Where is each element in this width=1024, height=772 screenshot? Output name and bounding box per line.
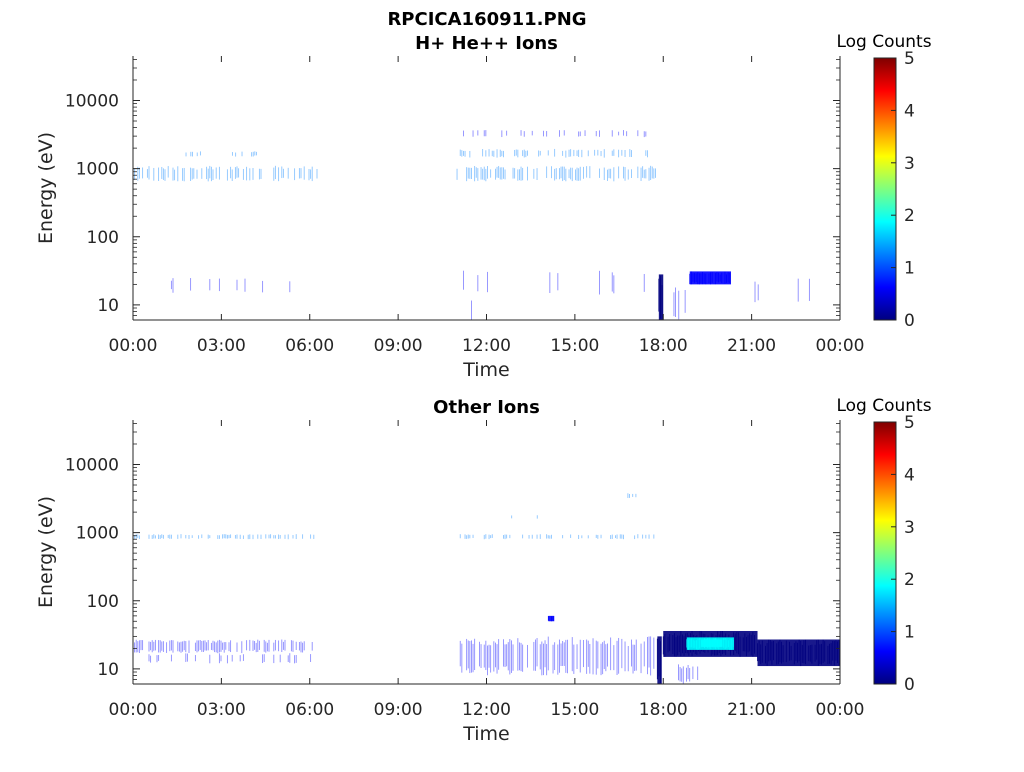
colorbar-label: Log Counts: [836, 32, 931, 52]
y-tick-label: 10: [97, 296, 119, 316]
spectrogram-region: [132, 639, 313, 654]
spectrogram-region: [689, 271, 732, 285]
colorbar-tick-label: 3: [904, 154, 915, 174]
colorbar-tick-label: 0: [904, 311, 915, 331]
spectrogram-region: [656, 636, 662, 684]
spectrogram-data: [132, 493, 840, 684]
panel-other-ions: Other Ions 00:00 03:00 06:00 09:00 12:00 15:00…: [35, 396, 932, 745]
spectrogram-region: [678, 664, 699, 684]
x-tick-label: 00:00: [109, 700, 158, 720]
x-tick-label: 00:00: [816, 700, 865, 720]
x-tick-label: 03:00: [197, 700, 246, 720]
y-tick-label: 100: [87, 228, 119, 248]
y-tick-label: 1000: [76, 524, 119, 544]
colorbar: [873, 421, 897, 685]
colorbar-tick-label: 4: [904, 101, 915, 121]
y-axis-label: Energy (eV): [35, 132, 57, 244]
colorbar-tick-label: 1: [904, 259, 915, 279]
colorbar-tick-label: 3: [904, 518, 915, 538]
x-tick-label: 15:00: [550, 336, 599, 356]
x-tick-label: 21:00: [727, 336, 776, 356]
x-tick-label: 12:00: [462, 336, 511, 356]
x-tick-label: 21:00: [727, 700, 776, 720]
spectrogram-region: [701, 639, 723, 647]
x-tick-label: 15:00: [550, 700, 599, 720]
spectrogram-region: [627, 493, 637, 498]
colorbar-tick-label: 0: [904, 675, 915, 695]
x-tick-label: 12:00: [462, 700, 511, 720]
colorbar-tick-label: 5: [904, 49, 915, 69]
x-tick-label: 09:00: [374, 336, 423, 356]
y-tick-label: 1000: [76, 160, 119, 180]
spectrogram-region: [462, 130, 647, 138]
x-tick-label: 03:00: [197, 336, 246, 356]
figure-title: RPCICA160911.PNG: [387, 9, 586, 30]
x-tick-label: 18:00: [639, 700, 688, 720]
spectrogram-region: [547, 615, 555, 622]
panel-h-he-ions: H+ He++ Ions 00:00 03:00 06:00 09:00 12:00 15:…: [35, 32, 932, 381]
x-tick-label: 06:00: [285, 700, 334, 720]
spectrogram-block: [657, 636, 662, 684]
spectrogram-region: [459, 534, 655, 540]
spectrogram-region: [754, 278, 810, 303]
y-tick-label: 10000: [65, 456, 119, 476]
spectrogram-data: [134, 130, 810, 320]
colorbar-tick-label: 5: [904, 413, 915, 433]
colorbar-label: Log Counts: [836, 396, 931, 416]
x-tick-label: 06:00: [285, 336, 334, 356]
colorbar: [873, 57, 897, 321]
y-tick-label: 100: [87, 592, 119, 612]
spectrogram-region: [459, 636, 655, 676]
panel-title: Other Ions: [433, 397, 540, 418]
y-tick-label: 10000: [65, 92, 119, 112]
x-tick-label: 00:00: [816, 336, 865, 356]
panel-title: H+ He++ Ions: [415, 33, 558, 54]
spectrogram-region: [757, 639, 840, 667]
x-tick-label: 00:00: [109, 336, 158, 356]
spectrogram-region: [658, 274, 664, 320]
spectrogram-region: [456, 165, 656, 182]
spectrogram-region: [185, 151, 257, 157]
spectrogram-block: [701, 639, 723, 647]
x-axis-label: Time: [462, 723, 510, 745]
x-tick-label: 09:00: [374, 700, 423, 720]
spectrogram-region: [148, 653, 312, 664]
spectrogram-region: [673, 287, 686, 320]
spectrogram-region: [462, 270, 645, 295]
spectrogram-region: [170, 278, 291, 293]
x-axis-label: Time: [462, 359, 510, 381]
spectrogram-region: [132, 534, 315, 540]
colorbar-tick-label: 2: [904, 570, 915, 590]
colorbar-tick-label: 1: [904, 623, 915, 643]
spectrogram-region: [511, 515, 538, 519]
spectrogram-region: [459, 148, 648, 158]
spectrogram-block: [658, 274, 664, 320]
spectrogram-region: [134, 165, 318, 182]
y-tick-label: 10: [97, 660, 119, 680]
x-tick-label: 18:00: [639, 336, 688, 356]
y-axis-label: Energy (eV): [35, 496, 57, 608]
colorbar-tick-label: 2: [904, 206, 915, 226]
colorbar-tick-label: 4: [904, 465, 915, 485]
